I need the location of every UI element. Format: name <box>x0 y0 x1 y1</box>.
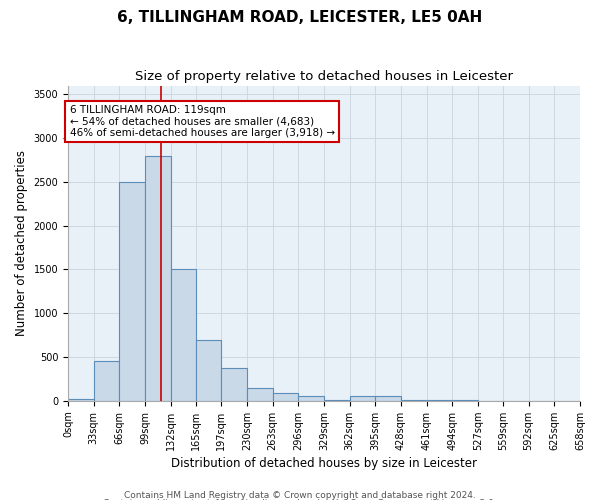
Bar <box>221 368 247 401</box>
Bar <box>350 396 376 401</box>
Bar <box>119 182 145 401</box>
Bar <box>247 388 272 401</box>
Title: Size of property relative to detached houses in Leicester: Size of property relative to detached ho… <box>135 70 513 83</box>
Bar <box>196 340 221 401</box>
Bar <box>298 396 324 401</box>
Bar <box>324 400 350 401</box>
Bar <box>68 399 94 401</box>
Bar <box>272 393 298 401</box>
Text: 6, TILLINGHAM ROAD, LEICESTER, LE5 0AH: 6, TILLINGHAM ROAD, LEICESTER, LE5 0AH <box>118 10 482 25</box>
Text: 6 TILLINGHAM ROAD: 119sqm
← 54% of detached houses are smaller (4,683)
46% of se: 6 TILLINGHAM ROAD: 119sqm ← 54% of detac… <box>70 105 335 138</box>
Bar <box>94 362 119 401</box>
X-axis label: Distribution of detached houses by size in Leicester: Distribution of detached houses by size … <box>171 457 477 470</box>
Bar <box>145 156 171 401</box>
Y-axis label: Number of detached properties: Number of detached properties <box>15 150 28 336</box>
Bar <box>376 396 401 401</box>
Bar <box>171 270 196 401</box>
Text: Contains HM Land Registry data © Crown copyright and database right 2024.: Contains HM Land Registry data © Crown c… <box>124 490 476 500</box>
